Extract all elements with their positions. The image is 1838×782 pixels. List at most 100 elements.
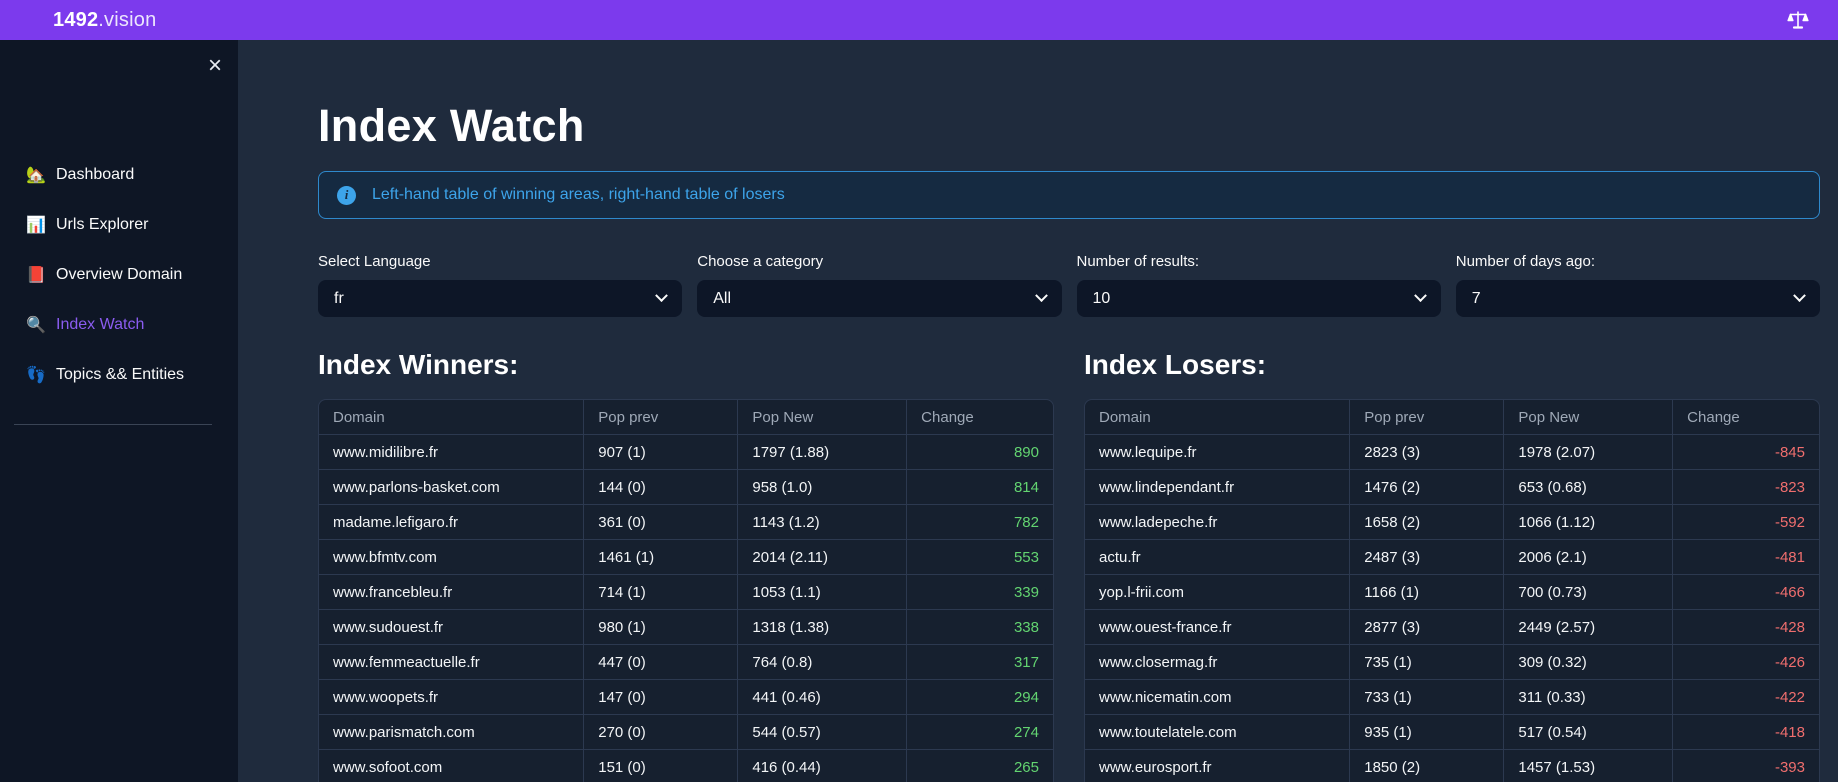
column-header: Pop New — [737, 400, 907, 435]
column-header: Change — [1672, 400, 1819, 435]
losers-header-row: Domain Pop prev Pop New Change — [1085, 400, 1819, 435]
change-cell: 782 — [906, 505, 1053, 540]
pop-cell: 447 (0) — [583, 645, 738, 680]
change-cell: 274 — [906, 715, 1053, 750]
days-ago-select[interactable]: 7 — [1455, 280, 1820, 317]
pop-cell: 144 (0) — [583, 470, 738, 505]
main-content: Index Watch i Left-hand table of winning… — [238, 40, 1838, 782]
sidebar: × 🏡 Dashboard 📊 Urls Explorer 📕 Overview… — [0, 40, 238, 782]
brand-logo[interactable]: 1492.vision — [53, 9, 156, 32]
filter-days-ago: Number of days ago: 7 — [1455, 253, 1820, 317]
pop-cell: 1457 (1.53) — [1503, 750, 1672, 782]
sidebar-item-dashboard[interactable]: 🏡 Dashboard — [0, 150, 238, 200]
filter-label: Choose a category — [697, 253, 824, 270]
table-row: www.eurosport.fr 1850 (2) 1457 (1.53) -393 — [1085, 750, 1819, 782]
losers-table: Domain Pop prev Pop New Change www.lequipe.… — [1084, 399, 1820, 782]
pop-cell: 151 (0) — [583, 750, 737, 782]
domain-cell: www.closermag.fr — [1085, 645, 1350, 680]
pop-cell: 1066 (1.12) — [1503, 505, 1673, 540]
sidebar-item-overview-domain[interactable]: 📕 Overview Domain — [0, 250, 238, 300]
column-header: Pop prev — [1349, 400, 1504, 435]
change-cell: -393 — [1672, 750, 1819, 782]
domain-cell: actu.fr — [1085, 540, 1350, 575]
pop-cell: 1797 (1.88) — [737, 435, 907, 470]
pop-cell: 517 (0.54) — [1503, 715, 1673, 750]
pop-cell: 700 (0.73) — [1503, 575, 1673, 610]
language-select[interactable]: fr — [318, 280, 683, 317]
domain-cell: www.woopets.fr — [319, 680, 584, 715]
sidebar-item-label: Urls Explorer — [56, 216, 149, 233]
brand-bold: 1492 — [53, 8, 99, 31]
domain-cell: www.parlons-basket.com — [319, 470, 584, 505]
select-value: fr — [334, 289, 344, 307]
table-row: www.toutelatele.com 935 (1) 517 (0.54) -418 — [1085, 715, 1819, 750]
pop-cell: 980 (1) — [583, 610, 738, 645]
change-cell: 339 — [906, 575, 1053, 610]
bar-chart-icon: 📊 — [26, 217, 46, 234]
column-header: Domain — [1085, 400, 1350, 435]
domain-cell: www.bfmtv.com — [319, 540, 584, 575]
sidebar-close-icon[interactable]: × — [207, 52, 222, 79]
pop-cell: 270 (0) — [583, 715, 738, 750]
domain-cell: yop.l-frii.com — [1085, 575, 1350, 610]
table-row: yop.l-frii.com 1166 (1) 700 (0.73) -466 — [1085, 575, 1819, 610]
change-cell: 338 — [906, 610, 1053, 645]
pop-cell: 2006 (2.1) — [1503, 540, 1673, 575]
results-count-select[interactable]: 10 — [1076, 280, 1441, 317]
change-cell: -428 — [1672, 610, 1819, 645]
sidebar-item-index-watch[interactable]: 🔍 Index Watch — [0, 300, 238, 350]
change-cell: -845 — [1672, 435, 1819, 470]
change-cell: -481 — [1672, 540, 1819, 575]
select-value: All — [713, 289, 732, 307]
info-icon: i — [337, 185, 356, 205]
domain-cell: www.lindependant.fr — [1085, 470, 1350, 505]
pop-cell: 309 (0.32) — [1503, 645, 1673, 680]
table-row: www.sudouest.fr 980 (1) 1318 (1.38) 338 — [319, 610, 1053, 645]
table-row: www.nicematin.com 733 (1) 311 (0.33) -422 — [1085, 680, 1819, 715]
domain-cell: www.sofoot.com — [319, 750, 583, 782]
table-row: www.parismatch.com 270 (0) 544 (0.57) 274 — [319, 715, 1053, 750]
sidebar-nav: 🏡 Dashboard 📊 Urls Explorer 📕 Overview D… — [0, 150, 238, 400]
sidebar-item-label: Overview Domain — [56, 266, 183, 283]
sidebar-item-urls-explorer[interactable]: 📊 Urls Explorer — [0, 200, 238, 250]
winners-table: Domain Pop prev Pop New Change www.midilibr… — [318, 399, 1054, 782]
pop-cell: 714 (1) — [583, 575, 738, 610]
pop-cell: 1053 (1.1) — [737, 575, 907, 610]
pop-cell: 1318 (1.38) — [737, 610, 907, 645]
table-row: www.parlons-basket.com 144 (0) 958 (1.0) 81… — [319, 470, 1053, 505]
pop-cell: 1978 (2.07) — [1503, 435, 1673, 470]
filter-results-count: Number of results: 10 — [1076, 253, 1441, 317]
magnifier-icon: 🔍 — [26, 317, 46, 334]
column-header: Pop prev — [583, 400, 738, 435]
table-row: www.sofoot.com 151 (0) 416 (0.44) 265 — [319, 750, 1053, 782]
home-icon: 🏡 — [26, 167, 46, 184]
category-select[interactable]: All — [697, 280, 1062, 317]
column-header: Domain — [319, 400, 584, 435]
domain-cell: www.nicematin.com — [1085, 680, 1350, 715]
pop-cell: 1476 (2) — [1349, 470, 1504, 505]
change-cell: 294 — [906, 680, 1053, 715]
table-row: www.bfmtv.com 1461 (1) 2014 (2.11) 553 — [319, 540, 1053, 575]
pop-cell: 1461 (1) — [583, 540, 738, 575]
filter-category: Choose a category All — [697, 253, 1062, 317]
pop-cell: 958 (1.0) — [737, 470, 907, 505]
balance-scale-icon[interactable] — [1786, 8, 1810, 32]
pop-cell: 147 (0) — [583, 680, 738, 715]
chevron-down-icon — [1413, 289, 1427, 303]
select-value: 7 — [1471, 289, 1481, 307]
sidebar-item-label: Dashboard — [56, 166, 135, 183]
footprints-icon: 👣 — [26, 367, 46, 384]
change-cell: -592 — [1672, 505, 1819, 540]
domain-cell: www.ouest-france.fr — [1085, 610, 1350, 645]
domain-cell: www.sudouest.fr — [319, 610, 584, 645]
sidebar-divider — [14, 424, 212, 425]
change-cell: 553 — [906, 540, 1053, 575]
pop-cell: 1850 (2) — [1349, 750, 1503, 782]
pop-cell: 735 (1) — [1349, 645, 1504, 680]
pop-cell: 416 (0.44) — [737, 750, 906, 782]
domain-cell: www.eurosport.fr — [1085, 750, 1349, 782]
sidebar-item-topics-entities[interactable]: 👣 Topics && Entities — [0, 350, 238, 400]
table-row: actu.fr 2487 (3) 2006 (2.1) -481 — [1085, 540, 1819, 575]
table-row: www.lindependant.fr 1476 (2) 653 (0.68) -82… — [1085, 470, 1819, 505]
filter-label: Number of results: — [1076, 253, 1200, 270]
